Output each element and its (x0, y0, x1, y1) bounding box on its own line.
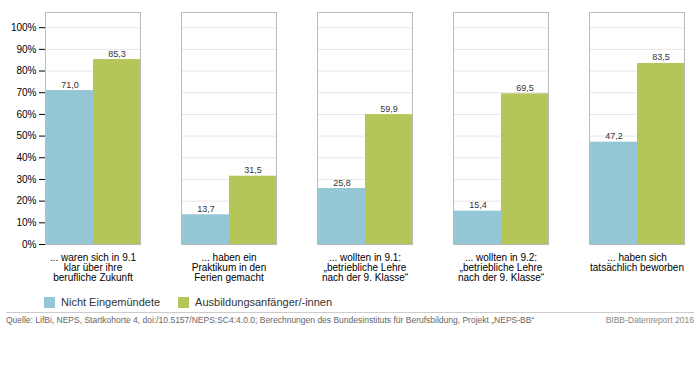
svg-text:40%: 40% (16, 152, 36, 163)
html-text:BIBB-Datenreport 2016: BIBB-Datenreport 2016 (605, 315, 694, 325)
svg-text:... haben sichtatsächlich bewo: ... haben sichtatsächlich beworben (590, 252, 684, 273)
svg-text:47,2: 47,2 (605, 131, 623, 141)
svg-text:31,5: 31,5 (244, 165, 262, 175)
svg-text:90%: 90% (16, 44, 36, 55)
svg-text:50%: 50% (16, 130, 36, 141)
svg-text:59,9: 59,9 (380, 104, 398, 114)
svg-text:100%: 100% (11, 22, 37, 33)
svg-text:60%: 60% (16, 109, 36, 120)
svg-text:0%: 0% (22, 239, 37, 250)
svg-text:80%: 80% (16, 65, 36, 76)
html-text:Ausbildungsanfänger/-innen: Ausbildungsanfänger/-innen (195, 296, 333, 308)
svg-text:69,5: 69,5 (516, 83, 534, 93)
svg-text:30%: 30% (16, 174, 36, 185)
svg-text:20%: 20% (16, 195, 36, 206)
html-text:Nicht Eingemündete: Nicht Eingemündete (61, 296, 161, 308)
svg-text:10%: 10% (16, 217, 36, 228)
svg-text:13,7: 13,7 (197, 204, 215, 214)
svg-text:15,4: 15,4 (469, 200, 487, 210)
svg-text:... waren sich in 9.1klar über: ... waren sich in 9.1klar über ihreberuf… (50, 252, 137, 283)
svg-text:85,3: 85,3 (108, 49, 126, 59)
svg-text:... wollten in 9.1:„betrieblic: ... wollten in 9.1:„betriebliche Lehrena… (322, 252, 408, 283)
svg-text:83,5: 83,5 (652, 52, 670, 62)
svg-text:... wollten in 9.2:„betrieblic: ... wollten in 9.2:„betriebliche Lehrena… (458, 252, 544, 283)
svg-text:70%: 70% (16, 87, 36, 98)
svg-text:... haben einPraktikum in denF: ... haben einPraktikum in denFerien gema… (192, 252, 266, 283)
svg-text:71,0: 71,0 (61, 80, 79, 90)
html-text:Quelle: LifBi, NEPS, Startkoho: Quelle: LifBi, NEPS, Startkohorte 4, doi… (6, 315, 535, 325)
svg-text:25,8: 25,8 (333, 178, 351, 188)
